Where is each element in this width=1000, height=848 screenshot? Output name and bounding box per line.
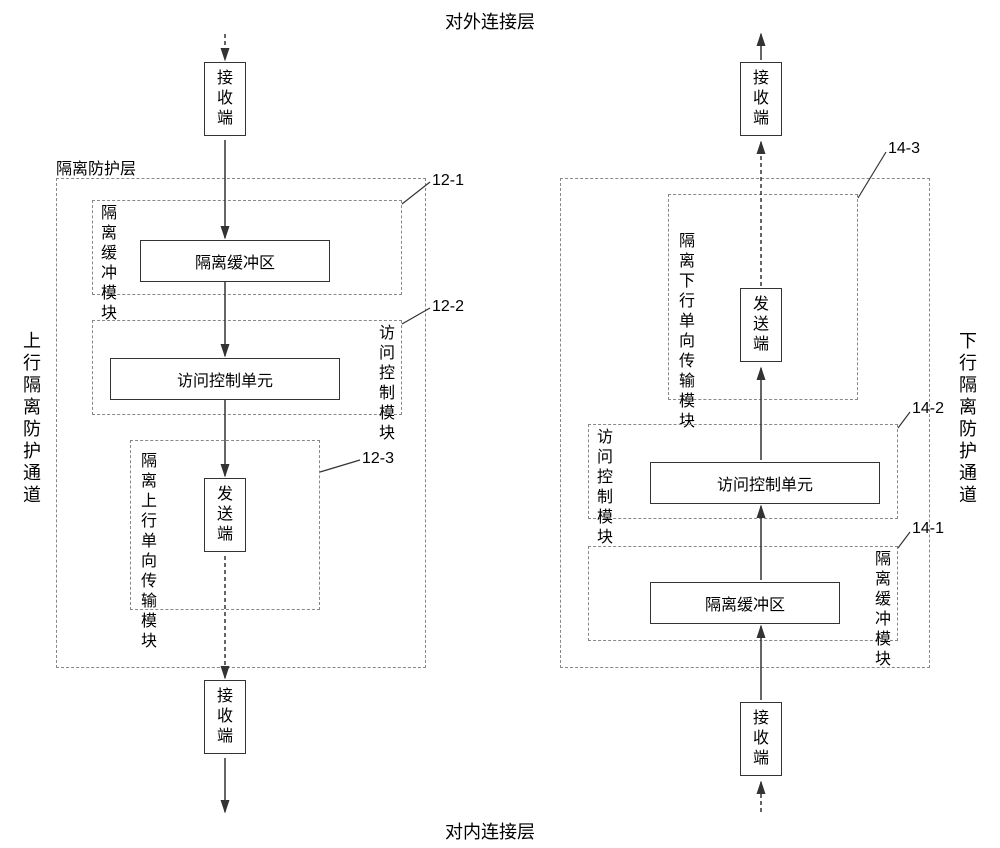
right-send-end: 发送端: [740, 288, 782, 362]
right-ref-14-3: 14-3: [888, 140, 920, 158]
label-right-channel: 下行隔离防护通道: [958, 330, 978, 506]
left-ref-12-1: 12-1: [432, 172, 464, 190]
right-recv-bottom: 接收端: [740, 702, 782, 776]
label-iso-layer: 隔离防护层: [56, 155, 136, 179]
left-mod-transport-label: 隔离上行单向传输模块: [140, 452, 158, 652]
right-ref-14-1: 14-1: [912, 520, 944, 538]
label-left-channel: 上行隔离防护通道: [22, 330, 42, 506]
right-ref-14-2: 14-2: [912, 400, 944, 418]
right-iso-buffer: 隔离缓冲区: [650, 582, 840, 624]
left-ref-12-2: 12-2: [432, 298, 464, 316]
left-ac-unit: 访问控制单元: [110, 358, 340, 400]
left-send-end: 发送端: [204, 478, 246, 552]
title-bottom: 对内连接层: [445, 818, 535, 844]
right-mod-access-label: 访问控制模块: [596, 428, 614, 548]
left-iso-buffer: 隔离缓冲区: [140, 240, 330, 282]
title-top: 对外连接层: [445, 8, 535, 34]
right-ac-unit: 访问控制单元: [650, 462, 880, 504]
left-mod-buffer-label: 隔离缓冲模块: [100, 204, 118, 324]
right-mod-buffer-label: 隔离缓冲模块: [874, 550, 892, 670]
left-recv-bottom: 接收端: [204, 680, 246, 754]
left-mod-access-label: 访问控制模块: [378, 324, 396, 444]
right-mod-transport-label: 隔离下行单向传输模块: [678, 232, 696, 432]
right-recv-top: 接收端: [740, 62, 782, 136]
left-ref-12-3: 12-3: [362, 450, 394, 468]
left-recv-top: 接收端: [204, 62, 246, 136]
